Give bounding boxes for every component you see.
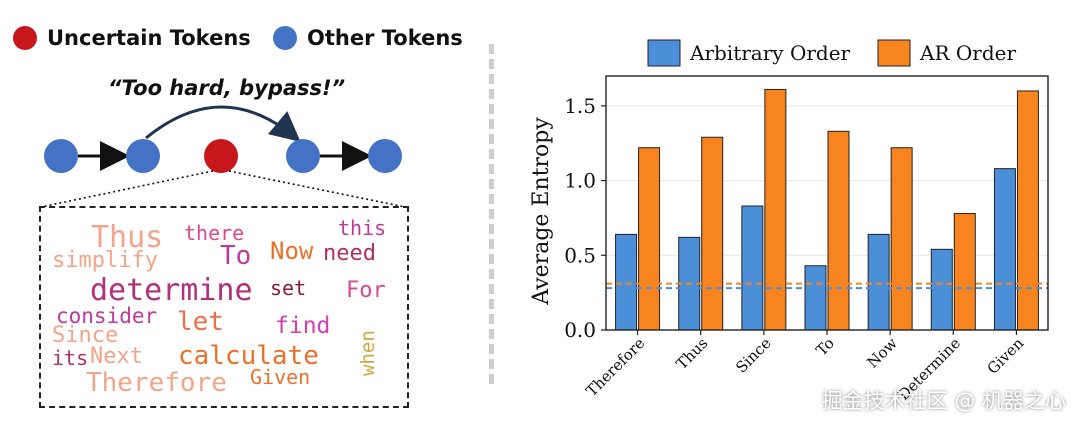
legend-swatch <box>877 39 911 67</box>
word-cloud-word: find <box>275 313 331 339</box>
legend-swatch <box>647 39 681 67</box>
bar <box>764 88 787 331</box>
plot-frame <box>605 75 1049 331</box>
legend-other-tokens: Other Tokens <box>273 26 463 50</box>
word-cloud-word: To <box>220 241 252 271</box>
legend-other-label: Other Tokens <box>307 26 463 50</box>
word-cloud-word: consider <box>56 304 158 328</box>
token-illustration-panel: Uncertain Tokens Other Tokens “Too hard,… <box>0 0 480 429</box>
bar <box>804 265 827 331</box>
legend-label: AR Order <box>919 41 1016 65</box>
bar <box>1016 90 1039 331</box>
bar <box>741 205 764 331</box>
token-node-1 <box>44 139 78 173</box>
bypass-quote: “Too hard, bypass!” <box>108 76 346 100</box>
word-cloud-word: when <box>357 330 379 376</box>
word-cloud-word: its <box>52 346 89 370</box>
y-tick-label: 0.5 <box>564 243 596 267</box>
word-cloud-word: there <box>184 221 245 245</box>
x-tick-label: Now <box>863 334 901 372</box>
bar <box>890 147 913 331</box>
y-axis-label: Average Entropy <box>529 117 554 306</box>
bar <box>615 233 638 331</box>
x-tick-label: Thus <box>673 334 712 373</box>
zoom-line-left <box>40 170 214 208</box>
word-cloud-word: Thus <box>91 220 164 255</box>
word-cloud-word: Therefore <box>86 368 227 398</box>
legend-uncertain-label: Uncertain Tokens <box>47 26 251 50</box>
legend-label: Arbitrary Order <box>689 41 851 65</box>
token-node-5 <box>368 139 402 173</box>
x-tick-label: Given <box>984 334 1028 378</box>
y-tick-label: 1.0 <box>564 169 596 193</box>
zoom-line-right <box>228 170 406 208</box>
red-dot-icon <box>13 26 37 50</box>
word-cloud-word: Next <box>90 344 143 369</box>
word-cloud-word: For <box>346 278 386 303</box>
token-chain-diagram <box>40 105 406 208</box>
x-tick-label: To <box>812 334 837 359</box>
y-tick-label: 0.0 <box>564 318 596 342</box>
word-cloud-word: Given <box>250 365 311 389</box>
x-tick-label: Since <box>732 334 775 377</box>
bar <box>930 248 953 331</box>
panel-divider <box>489 44 494 384</box>
legend-uncertain-tokens: Uncertain Tokens <box>13 26 251 50</box>
word-cloud-word: Now <box>270 237 314 265</box>
y-tick-label: 1.5 <box>564 94 596 118</box>
entropy-chart-panel: 0.0 0.5 1.0 1.5 Therefore Thus Since To Now Deter… <box>500 0 1080 429</box>
token-node-4 <box>286 139 320 173</box>
bar <box>953 212 976 331</box>
x-tick-label: Therefore <box>582 334 648 400</box>
word-cloud-word: calculate <box>178 341 319 371</box>
word-cloud-word: need <box>323 241 376 266</box>
token-node-2 <box>126 139 160 173</box>
bar <box>827 130 850 331</box>
word-cloud-word: this <box>338 216 387 240</box>
uncertain-token-node <box>204 139 238 173</box>
bar <box>993 168 1016 331</box>
word-cloud-word: let <box>177 307 224 337</box>
bar <box>701 136 724 331</box>
bypass-arc-arrow <box>145 105 301 142</box>
word-cloud-word: simplify <box>52 248 158 273</box>
word-cloud: Thus there this To Now need simplify det… <box>39 206 409 408</box>
bar <box>867 233 890 331</box>
word-cloud-word: determine <box>90 273 253 308</box>
bar <box>638 147 661 331</box>
blue-dot-icon <box>273 26 297 50</box>
watermark: 掘金技术社区 @ 机器之心 <box>821 389 1066 413</box>
word-cloud-word: Since <box>52 323 119 348</box>
plot-area <box>606 76 1048 330</box>
word-cloud-word: set <box>270 276 307 300</box>
